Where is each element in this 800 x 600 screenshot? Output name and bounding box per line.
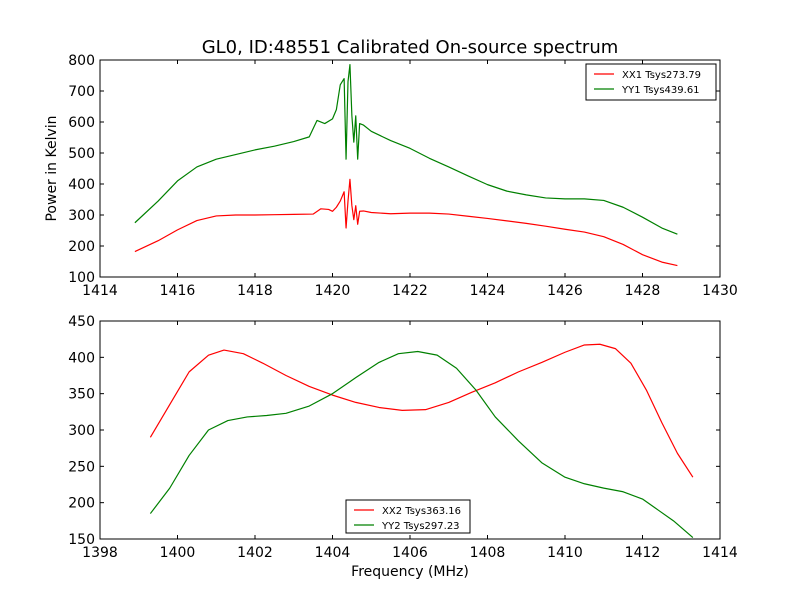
top-y-tick-label: 600 (68, 115, 95, 131)
top-series-line-1 (134, 178, 678, 267)
bottom-x-tick-label: 1398 (82, 545, 118, 561)
bottom-y-tick-label: 200 (68, 496, 95, 512)
bottom-x-tick-label: 1404 (315, 545, 351, 561)
bottom-x-tick-label: 1402 (237, 545, 273, 561)
top-y-tick-label: 500 (68, 146, 95, 162)
bottom-legend-label-1: XX2 Tsys363.16 (382, 506, 461, 517)
top-series-line-2 (134, 64, 678, 235)
bottom-y-tick-label: 150 (68, 532, 95, 548)
top-legend-label-1: XX1 Tsys273.79 (622, 70, 701, 81)
top-y-axis-label: Power in Kelvin (44, 115, 60, 221)
bottom-x-tick-label: 1414 (702, 545, 738, 561)
bottom-x-tick-label: 1410 (547, 545, 583, 561)
top-legend-label-2: YY1 Tsys439.61 (621, 85, 700, 96)
top-y-tick-label: 200 (68, 239, 95, 255)
top-x-tick-label: 1414 (82, 283, 118, 299)
top-x-tick-label: 1418 (237, 283, 273, 299)
top-y-tick-label: 800 (68, 53, 95, 69)
top-x-tick-label: 1420 (315, 283, 351, 299)
bottom-y-tick-label: 300 (68, 423, 95, 439)
top-y-tick-label: 100 (68, 270, 95, 286)
top-legend: XX1 Tsys273.79 YY1 Tsys439.61 (585, 63, 717, 101)
bottom-x-tick-label: 1408 (470, 545, 506, 561)
top-spectrum-plot: 1414 1416 1418 1420 1422 1424 1426 1428 1430 100 2… (68, 53, 738, 299)
top-x-tick-label: 1428 (625, 283, 661, 299)
top-y-tick-label: 300 (68, 208, 95, 224)
bottom-legend-label-2: YY2 Tsys297.23 (381, 521, 460, 532)
bottom-x-tick-label: 1406 (392, 545, 428, 561)
bottom-x-axis-label: Frequency (MHz) (351, 564, 469, 580)
top-legend-box (585, 63, 717, 101)
bottom-legend: XX2 Tsys363.16 YY2 Tsys297.23 (345, 499, 471, 534)
figure-title: GL0, ID:48551 Calibrated On-source spect… (202, 37, 619, 58)
bottom-y-tick-label: 350 (68, 387, 95, 403)
bottom-y-tick-label: 400 (68, 350, 95, 366)
bottom-x-tick-label: 1400 (160, 545, 196, 561)
bottom-y-tick-label: 250 (68, 459, 95, 475)
top-x-tick-label: 1416 (160, 283, 196, 299)
bottom-legend-box (345, 499, 471, 534)
top-x-tick-label: 1426 (547, 283, 583, 299)
bottom-spectrum-plot: 1398 1400 1402 1404 1406 1408 1410 1412 1414 150 2… (68, 314, 738, 561)
bottom-x-tick-label: 1412 (625, 545, 661, 561)
top-y-tick-label: 700 (68, 84, 95, 100)
bottom-series-line-1 (149, 343, 694, 478)
top-x-tick-label: 1422 (392, 283, 428, 299)
top-y-tick-label: 400 (68, 177, 95, 193)
bottom-y-tick-label: 450 (68, 314, 95, 330)
bottom-series-line-2 (149, 350, 694, 539)
top-x-tick-label: 1430 (702, 283, 738, 299)
top-x-tick-label: 1424 (470, 283, 506, 299)
